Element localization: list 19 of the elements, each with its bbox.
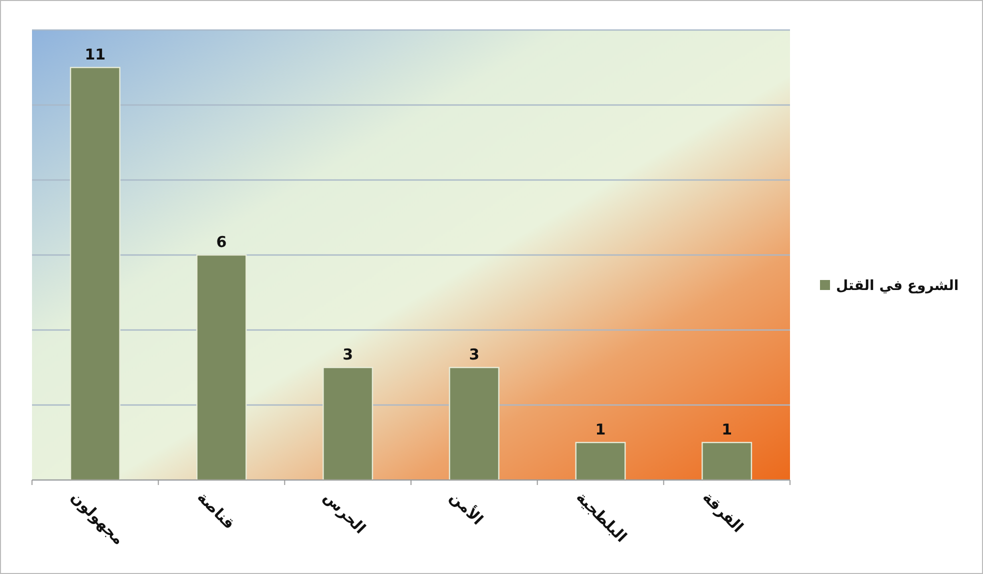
x-tick-label: الحرس <box>320 488 370 538</box>
bar <box>702 442 752 481</box>
x-tick-label: قناصة <box>194 488 238 533</box>
legend-item: الشروع في القتل <box>820 278 959 294</box>
data-label: 6 <box>216 233 227 251</box>
data-label: 1 <box>722 420 732 438</box>
bar <box>322 366 374 481</box>
data-label: 1 <box>595 420 606 438</box>
x-tick-label: مجهولون <box>67 488 128 548</box>
bar <box>70 66 120 481</box>
data-label: 11 <box>84 46 106 64</box>
bar <box>196 254 247 481</box>
bar <box>448 366 500 481</box>
bar <box>575 442 626 481</box>
data-label: 3 <box>468 346 480 364</box>
x-tick-label: الأمن <box>446 487 488 528</box>
data-label: 3 <box>342 346 354 364</box>
x-tick-label: الفرقة <box>699 488 747 536</box>
x-tick-label: البلطجية <box>572 488 630 546</box>
